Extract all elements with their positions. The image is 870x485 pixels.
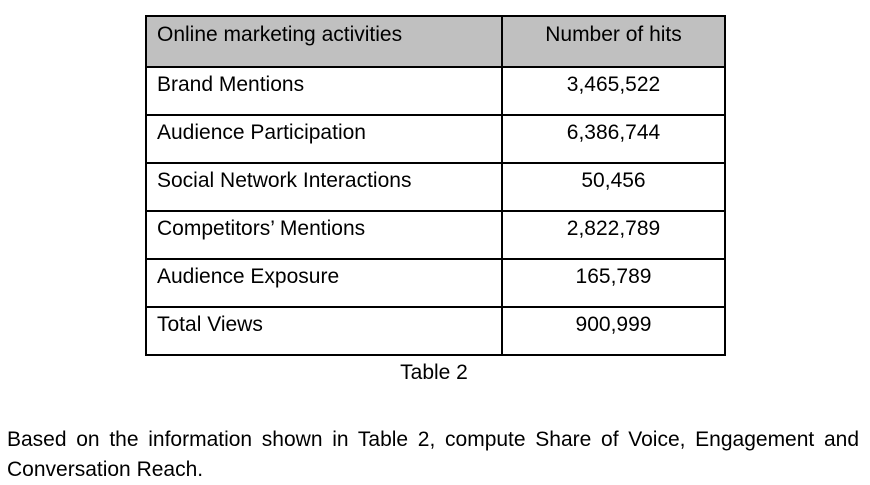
table-row: Social Network Interactions 50,456: [145, 162, 726, 212]
marketing-activities-table: Online marketing activities Number of hi…: [145, 15, 726, 356]
table-header-row: Online marketing activities Number of hi…: [145, 15, 726, 68]
column-header-hits: Number of hits: [501, 15, 726, 68]
hits-cell: 3,465,522: [501, 66, 726, 116]
activity-cell: Brand Mentions: [145, 66, 503, 116]
activity-cell: Audience Participation: [145, 114, 503, 164]
table-row: Audience Exposure 165,789: [145, 258, 726, 308]
hits-cell: 2,822,789: [501, 210, 726, 260]
activity-cell: Audience Exposure: [145, 258, 503, 308]
table-row: Brand Mentions 3,465,522: [145, 66, 726, 116]
activity-cell: Total Views: [145, 306, 503, 356]
question-paragraph: Based on the information shown in Table …: [7, 428, 859, 481]
hits-cell: 165,789: [501, 258, 726, 308]
hits-cell: 900,999: [501, 306, 726, 356]
table-caption: Table 2: [0, 359, 868, 387]
hits-cell: 50,456: [501, 162, 726, 212]
column-header-activities: Online marketing activities: [145, 15, 503, 68]
table-caption-text: Table 2: [400, 361, 468, 384]
activity-cell: Social Network Interactions: [145, 162, 503, 212]
activity-cell: Competitors’ Mentions: [145, 210, 503, 260]
table-row: Competitors’ Mentions 2,822,789: [145, 210, 726, 260]
table-row: Audience Participation 6,386,744: [145, 114, 726, 164]
table-row: Total Views 900,999: [145, 306, 726, 356]
hits-cell: 6,386,744: [501, 114, 726, 164]
